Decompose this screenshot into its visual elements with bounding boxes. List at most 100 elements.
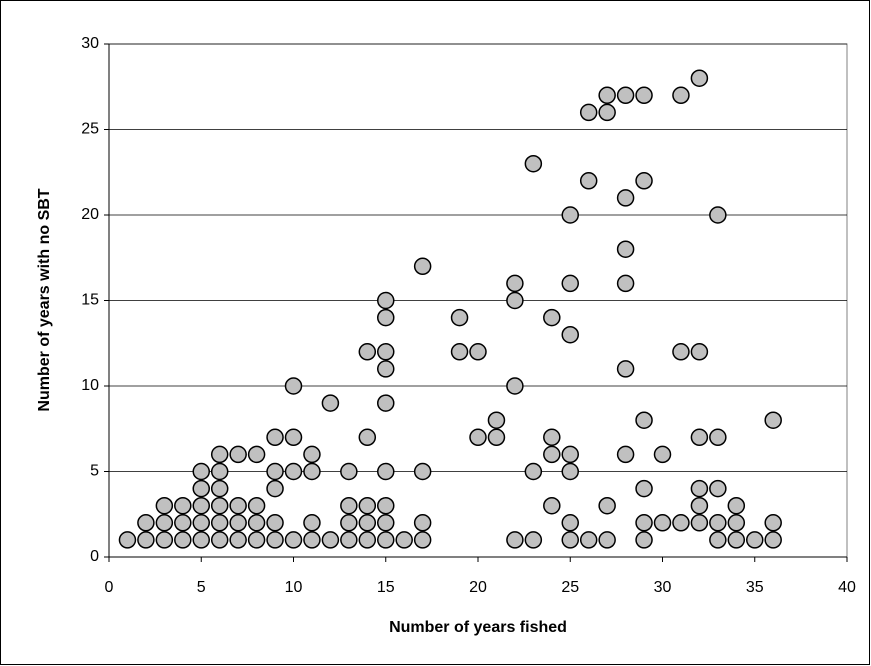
point	[229, 514, 247, 532]
point	[450, 343, 469, 361]
point	[487, 411, 506, 429]
point	[524, 462, 543, 481]
point	[192, 479, 210, 498]
point	[229, 445, 247, 464]
point	[690, 479, 709, 498]
point	[210, 496, 229, 515]
point	[746, 531, 764, 549]
point	[413, 257, 432, 276]
point	[635, 531, 653, 549]
point	[616, 445, 635, 464]
point	[377, 308, 395, 327]
point	[155, 531, 174, 549]
point	[358, 514, 377, 532]
point	[266, 531, 284, 549]
point	[358, 428, 377, 447]
point	[210, 514, 229, 532]
point	[709, 514, 727, 532]
point	[764, 531, 782, 549]
point	[284, 531, 303, 549]
point	[174, 514, 192, 532]
point	[395, 531, 413, 549]
point	[303, 445, 321, 464]
point	[598, 103, 616, 122]
point	[561, 445, 579, 464]
point	[709, 428, 727, 447]
point	[579, 531, 598, 549]
point	[210, 479, 229, 498]
point	[616, 86, 635, 105]
point	[321, 531, 340, 549]
point	[616, 274, 635, 293]
point	[727, 496, 746, 515]
point	[284, 462, 303, 481]
point	[727, 531, 746, 549]
point	[506, 531, 524, 549]
point	[155, 496, 174, 515]
y-axis-title: Number of years with no SBT	[36, 188, 53, 411]
point	[543, 428, 561, 447]
point	[266, 462, 284, 481]
point	[174, 531, 192, 549]
point	[284, 428, 303, 447]
x-tick-label: 40	[838, 579, 856, 596]
point	[210, 462, 229, 481]
y-tick-label: 30	[81, 35, 99, 52]
point	[340, 462, 358, 481]
point	[210, 531, 229, 549]
y-tick-label: 25	[81, 121, 99, 138]
point	[524, 154, 543, 173]
point	[247, 514, 266, 532]
point	[690, 428, 709, 447]
y-tick-label: 15	[81, 292, 99, 309]
point	[709, 206, 727, 224]
point	[413, 514, 432, 532]
x-tick-label: 10	[285, 579, 303, 596]
y-tick-label: 10	[81, 377, 99, 394]
x-tick-label: 25	[561, 579, 579, 596]
point	[377, 496, 395, 515]
point	[210, 445, 229, 464]
point	[616, 240, 635, 258]
point	[506, 274, 524, 293]
point	[229, 496, 247, 515]
point	[469, 428, 487, 447]
point	[155, 514, 174, 532]
point	[377, 531, 395, 549]
point	[377, 343, 395, 361]
point	[709, 479, 727, 498]
point	[524, 531, 543, 549]
point	[303, 514, 321, 532]
point	[543, 308, 561, 327]
y-tick-label: 20	[81, 206, 99, 223]
point	[561, 274, 579, 293]
point	[247, 496, 266, 515]
point	[579, 103, 598, 122]
point	[561, 531, 579, 549]
point	[284, 377, 303, 395]
point	[635, 411, 653, 429]
point	[377, 462, 395, 481]
point	[340, 514, 358, 532]
point	[247, 531, 266, 549]
x-tick-label: 20	[469, 579, 487, 596]
point	[579, 172, 598, 190]
point	[321, 394, 340, 412]
point	[616, 189, 635, 207]
point	[192, 514, 210, 532]
point	[764, 411, 782, 429]
point	[561, 325, 579, 344]
x-axis-title: Number of years fished	[389, 619, 567, 636]
point	[672, 514, 690, 532]
point	[266, 428, 284, 447]
point	[690, 514, 709, 532]
x-tick-label: 15	[377, 579, 395, 596]
point	[616, 360, 635, 378]
point	[377, 360, 395, 378]
point	[377, 394, 395, 412]
x-tick-label: 0	[105, 579, 114, 596]
point	[543, 445, 561, 464]
point	[229, 531, 247, 549]
point	[635, 172, 653, 190]
